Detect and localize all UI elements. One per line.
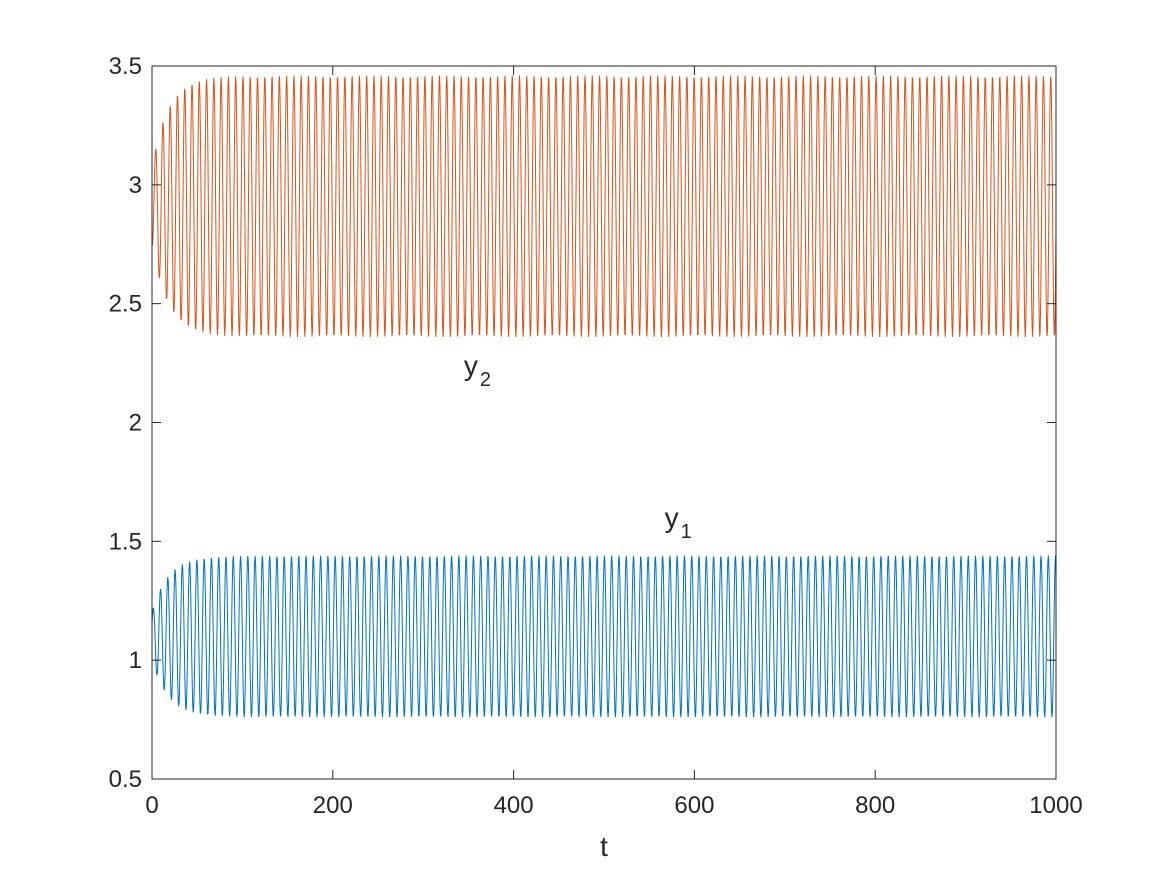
x-tick-label: 200 xyxy=(313,792,353,819)
y-tick-label: 2.5 xyxy=(109,291,142,318)
series-line-2 xyxy=(151,75,1057,337)
plot-area xyxy=(151,75,1057,718)
annotations: y 2 y 1 xyxy=(464,350,692,543)
y-tick-label: 3 xyxy=(129,172,142,199)
x-axis-label: t xyxy=(600,831,608,862)
y-tick-label: 1 xyxy=(129,647,142,674)
x-tick-label: 600 xyxy=(674,792,714,819)
y-tick-label: 2 xyxy=(129,410,142,437)
series-line-1 xyxy=(151,555,1057,718)
x-tick-label: 800 xyxy=(855,792,895,819)
axis-ticks: 0 200 400 600 800 1000 0.5 1 1.5 2 2.5 3 3.5 xyxy=(109,53,1083,819)
y-tick-label: 3.5 xyxy=(109,53,142,80)
x-tick-label: 400 xyxy=(494,792,534,819)
y-tick-label: 0.5 xyxy=(109,766,142,793)
x-tick-label: 1000 xyxy=(1029,792,1082,819)
y-tick-label: 1.5 xyxy=(109,528,142,555)
x-tick-label: 0 xyxy=(145,792,158,819)
axes-box xyxy=(151,65,1057,780)
